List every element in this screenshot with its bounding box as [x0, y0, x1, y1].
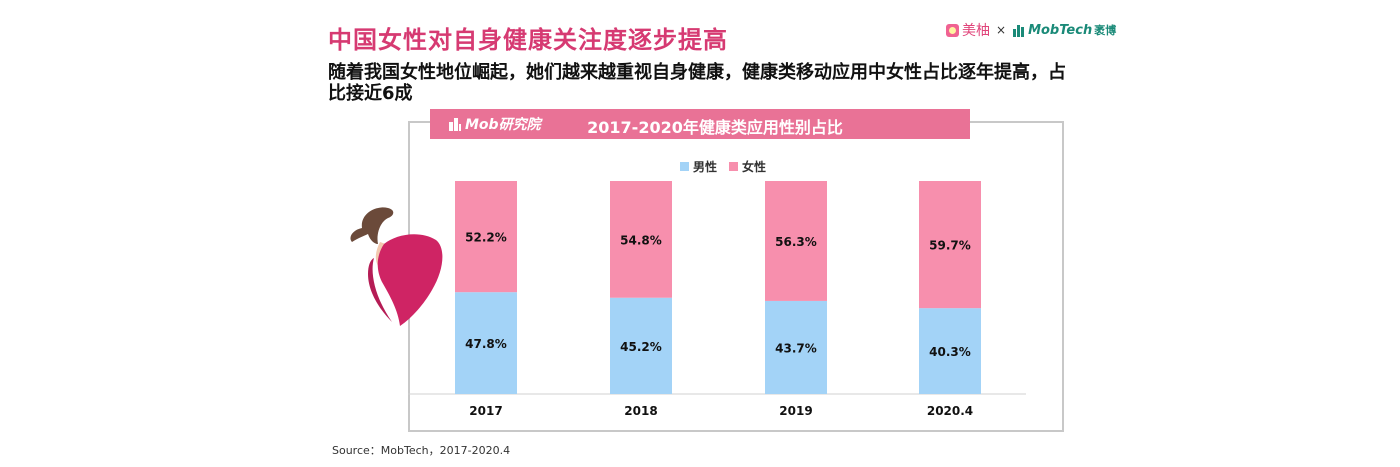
chart-title: 2017-2020年健康类应用性别占比: [587, 118, 843, 137]
building-icon: [449, 118, 461, 131]
brand-mobtech-cn: 袤博: [1094, 24, 1117, 37]
data-label-male-2020.4: 40.3%: [929, 345, 971, 359]
mob-research-logo: Mob研究院: [448, 114, 541, 134]
page-title: 中国女性对自身健康关注度逐步提高: [328, 26, 728, 54]
bar-female-2018: [610, 181, 672, 298]
x-tick-label-2019: 2019: [779, 404, 812, 418]
legend-label-female: 女性: [742, 160, 767, 174]
legend-swatch-female: [729, 162, 739, 171]
bar-female-2020.4: [919, 181, 981, 309]
data-label-male-2019: 43.7%: [775, 341, 817, 355]
bar-male-2017: [455, 292, 517, 394]
woman-illustration: [350, 207, 443, 326]
legend-swatch-male: [680, 162, 689, 171]
data-label-female-2018: 54.8%: [620, 233, 662, 247]
meiyou-logo-icon: [946, 23, 959, 37]
chart-legend: 男性 女性: [680, 158, 778, 175]
mobtech-logo-icon: [1013, 25, 1025, 37]
bar-male-2020.4: [919, 308, 981, 394]
x-tick-label-2017: 2017: [469, 404, 502, 418]
x-tick-label-2018: 2018: [624, 404, 657, 418]
data-label-female-2019: 56.3%: [775, 235, 817, 249]
data-label-male-2017: 47.8%: [465, 337, 507, 351]
legend-label-male: 男性: [693, 160, 718, 174]
legend-item-female: 女性: [729, 158, 766, 175]
bar-female-2019: [765, 181, 827, 301]
mob-research-logo-text: Mob研究院: [465, 117, 541, 133]
page-subtitle: 随着我国女性地位崛起，她们越来越重视自身健康，健康类移动应用中女性占比逐年提高，…: [328, 62, 1066, 104]
brand-mobtech: MobTech: [1028, 22, 1093, 38]
bar-male-2018: [610, 297, 672, 394]
bar-female-2017: [455, 181, 517, 293]
brand-meiyou: 美柚: [962, 23, 990, 39]
data-label-female-2017: 52.2%: [465, 231, 507, 245]
x-tick-label-2020.4: 2020.4: [927, 404, 973, 418]
source-note: Source：MobTech，2017-2020.4: [332, 444, 511, 457]
chart-header: Mob研究院 2017-2020年健康类应用性别占比: [430, 109, 970, 139]
data-label-male-2018: 45.2%: [620, 340, 662, 354]
brand-separator: ×: [996, 23, 1007, 37]
data-label-female-2020.4: 59.7%: [929, 239, 971, 253]
bar-male-2019: [765, 300, 827, 394]
brand-logos: 美柚 × MobTech 袤博: [946, 20, 1116, 40]
legend-item-male: 男性: [680, 158, 717, 175]
